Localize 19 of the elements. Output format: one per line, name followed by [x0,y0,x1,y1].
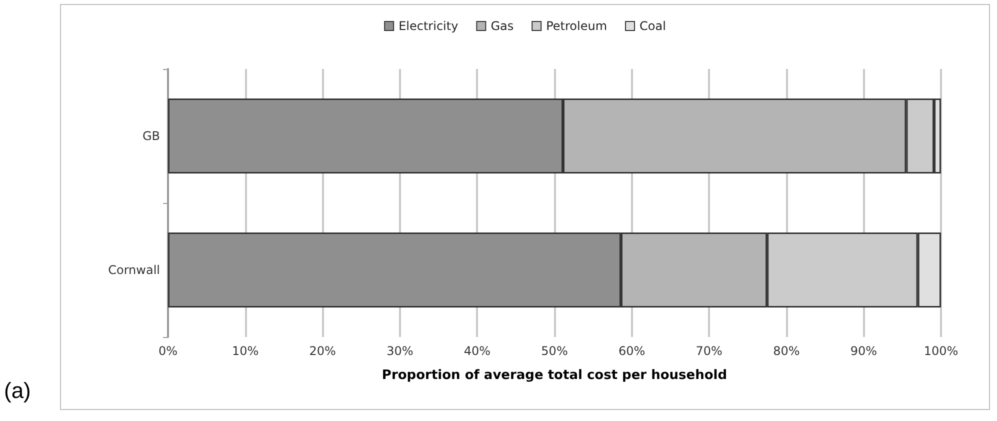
x-tick-label: 60% [618,344,646,358]
x-tick-label: 20% [309,344,336,358]
x-tick-label: 40% [464,344,491,358]
x-tick-label: 90% [850,344,878,358]
x-tick-label: 30% [386,344,414,358]
legend-label: Petroleum [546,19,608,33]
x-axis-title: Proportion of average total cost per household [382,368,728,383]
x-tick-label: 80% [773,344,800,358]
text: (a) [4,378,31,404]
legend-label: Gas [490,19,514,33]
x-tick-label: 10% [232,344,259,358]
x-tick-label: 70% [696,344,722,358]
x-tick-label: 100% [924,344,958,358]
y-tick-label: GB [142,129,160,143]
y-tick-label: Cornwall [108,263,160,277]
x-tick-label: 50% [541,344,568,358]
x-tick-label: 0% [158,344,178,358]
legend-label: Coal [640,19,666,33]
legend-label: Electricity [398,19,458,33]
